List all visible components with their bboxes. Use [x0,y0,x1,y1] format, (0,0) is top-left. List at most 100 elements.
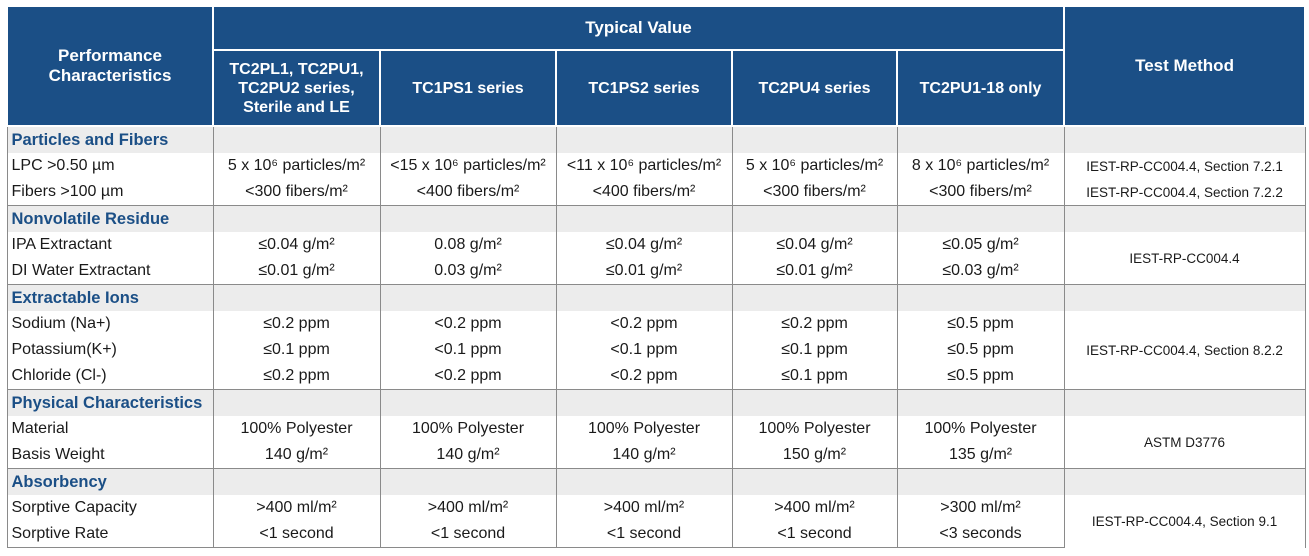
section-spacer-cell [379,125,557,153]
table-row: Material 100% Polyester 100% Polyester 100%… [6,416,1306,469]
table-row: Basis Weight 140 g/m² 140 g/m² 140 g/m² 150 … [6,442,1305,469]
value-cell: ≤0.04 g/m² [731,232,898,258]
section-spacer-cell [731,125,898,153]
section-spacer-cell [212,468,381,495]
value-cell: <400 fibers/m² [555,179,733,206]
row-label: Material [6,416,214,442]
section-spacer-cell [731,284,898,311]
value-cell: <3 seconds [896,521,1065,548]
value-cell: ≤0.04 g/m² [555,232,733,258]
section-spacer-cell [731,205,898,232]
performance-characteristics-header: Performance Characteristics [6,5,214,127]
section-spacer-cell [896,284,1065,311]
value-cell: ≤0.1 ppm [212,337,381,363]
value-cell: <300 fibers/m² [731,179,898,206]
test-method-header: Test Method [1063,5,1307,127]
section-title: Particles and Fibers [6,125,214,153]
test-method-cell: IEST-RP-CC004.4 [1063,232,1306,285]
value-cell: ≤0.5 ppm [896,363,1065,390]
value-cell: <0.2 ppm [555,363,733,390]
value-cell: 135 g/m² [896,442,1065,469]
value-cell: <0.2 ppm [379,363,557,390]
section-spacer-cell [731,389,898,416]
value-cell: <1 second [731,521,898,548]
row-label: Sorptive Capacity [6,495,214,521]
row-label: IPA Extractant [6,232,214,258]
value-cell: 140 g/m² [555,442,733,469]
value-cell: ≤0.1 ppm [731,363,898,390]
section-spacer-cell [896,205,1065,232]
value-cell: ≤0.01 g/m² [555,258,733,285]
section-row: Particles and Fibers [6,125,1306,153]
table-row: IPA Extractant ≤0.04 g/m² 0.08 g/m² ≤0.04 g… [6,232,1306,285]
section-spacer-cell [1063,389,1306,416]
section-spacer-cell [379,205,557,232]
section-spacer-cell [896,389,1065,416]
section-spacer-cell [555,389,733,416]
section-spacer-cell [896,125,1065,153]
section-spacer-cell [896,468,1065,495]
value-cell: 100% Polyester [212,416,381,442]
value-cell: ≤0.2 ppm [212,363,381,390]
value-cell: 0.08 g/m² [379,232,557,258]
row-label: Sodium (Na+) [6,311,214,337]
column-header: TC2PL1, TC2PU1, TC2PU2 series, Sterile a… [212,49,381,127]
value-cell: <11 x 10⁶ particles/m² [555,153,733,179]
value-cell: 150 g/m² [731,442,898,469]
row-label: Fibers >100 µm [6,179,214,206]
column-header: TC1PS2 series [555,49,733,127]
section-row: Extractable Ions [6,284,1306,311]
value-cell: >400 ml/m² [731,495,898,521]
value-cell: <1 second [212,521,381,548]
value-cell: ≤0.1 ppm [731,337,898,363]
table-row: Sodium (Na+) ≤0.2 ppm <0.2 ppm <0.2 ppm ≤0.2… [6,311,1306,390]
value-cell: 100% Polyester [555,416,733,442]
value-cell: ≤0.03 g/m² [896,258,1065,285]
typical-value-header: Typical Value [211,5,1066,51]
section-row: Nonvolatile Residue [6,205,1306,232]
value-cell: 140 g/m² [379,442,557,469]
section-title: Extractable Ions [6,284,214,311]
value-cell: ≤0.04 g/m² [212,232,381,258]
value-cell: <1 second [555,521,733,548]
value-cell: ≤0.01 g/m² [212,258,381,285]
table-row: Sorptive Rate <1 second <1 second <1 second… [6,521,1305,548]
value-cell: 100% Polyester [379,416,557,442]
value-cell: ≤0.5 ppm [896,337,1065,363]
value-cell: 8 x 10⁶ particles/m² [896,153,1065,179]
test-method-cell: IEST-RP-CC004.4, Section 7.2.1 [1063,153,1306,179]
value-cell: ≤0.05 g/m² [896,232,1065,258]
value-cell: >400 ml/m² [379,495,557,521]
section-spacer-cell [731,468,898,495]
section-spacer-cell [1063,284,1306,311]
test-method-cell: ASTM D3776 [1063,416,1306,469]
value-cell: ≤0.2 ppm [212,311,381,337]
value-cell: <300 fibers/m² [896,179,1065,206]
value-cell: ≤0.2 ppm [731,311,898,337]
section-spacer-cell [212,284,381,311]
value-cell: <300 fibers/m² [212,179,381,206]
value-cell: <0.1 ppm [555,337,733,363]
section-spacer-cell [555,284,733,311]
value-cell: <400 fibers/m² [379,179,557,206]
test-method-cell: IEST-RP-CC004.4, Section 8.2.2 [1063,311,1306,390]
section-spacer-cell [1063,205,1306,232]
section-spacer-cell [379,468,557,495]
section-spacer-cell [1063,125,1306,153]
test-method-cell: IEST-RP-CC004.4, Section 9.1 [1063,495,1306,548]
spec-table: Performance Characteristics Typical Valu… [6,5,1307,548]
section-row: Physical Characteristics [6,389,1306,416]
section-spacer-cell [555,125,733,153]
value-cell: 140 g/m² [212,442,381,469]
row-label: Chloride (Cl-) [6,363,214,390]
row-label: Sorptive Rate [6,521,214,548]
section-title: Nonvolatile Residue [6,205,214,232]
table-row: Sorptive Capacity >400 ml/m² >400 ml/m² >40… [6,495,1306,548]
column-header: TC2PU1-18 only [895,49,1066,127]
value-cell: ≤0.5 ppm [896,311,1065,337]
value-cell: <0.2 ppm [555,311,733,337]
section-spacer-cell [212,125,381,153]
row-label: LPC >0.50 µm [6,153,214,179]
table-row: LPC >0.50 µm 5 x 10⁶ particles/m² <15 x 10… [6,153,1306,179]
section-title: Physical Characteristics [6,389,214,416]
